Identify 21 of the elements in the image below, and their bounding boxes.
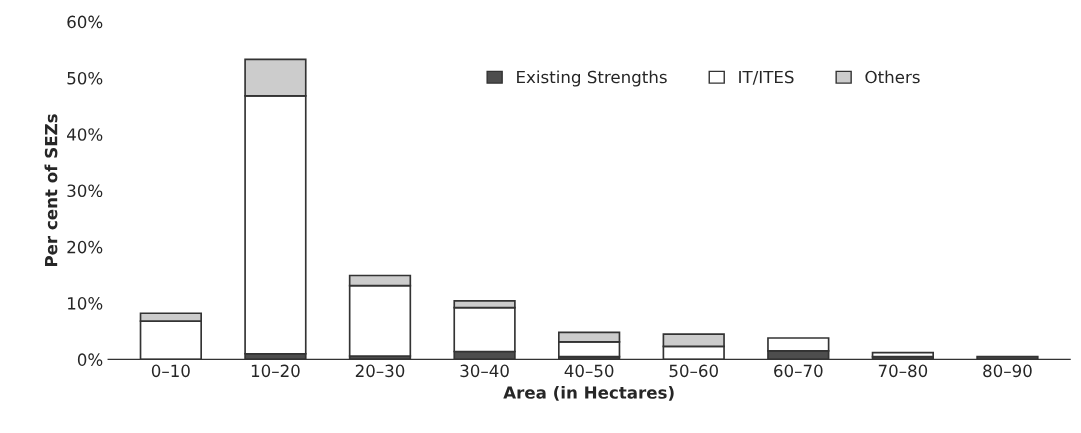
legend-label: IT/ITES (739, 70, 794, 85)
legend-label: Others (865, 70, 920, 84)
x-tick-label: 40–50 (564, 364, 614, 378)
x-tick-label: 60–70 (774, 364, 823, 378)
x-tick-label: 0–10 (151, 364, 190, 378)
x-tick-label: 10–20 (251, 364, 300, 378)
y-axis-title: Per cent of SEZs (44, 114, 58, 267)
x-axis-title: Area (in Hectares) (503, 385, 674, 401)
y-tick-label: 20% (67, 240, 103, 254)
y-tick-label: 10% (68, 297, 103, 310)
legend-label: Existing Strengths (517, 70, 667, 87)
y-tick-label: 50% (67, 71, 103, 85)
y-tick-label: 0% (77, 353, 103, 366)
x-tick-label: 20–30 (355, 364, 405, 378)
x-tick-label: 50–60 (669, 364, 718, 378)
x-tick-label: 30–40 (460, 364, 509, 378)
x-tick-label: 70–80 (878, 364, 928, 378)
x-tick-label: 80–90 (983, 364, 1032, 378)
y-tick-label: 30% (67, 184, 103, 198)
y-tick-label: 60% (67, 15, 103, 29)
y-tick-label: 40% (67, 128, 103, 141)
